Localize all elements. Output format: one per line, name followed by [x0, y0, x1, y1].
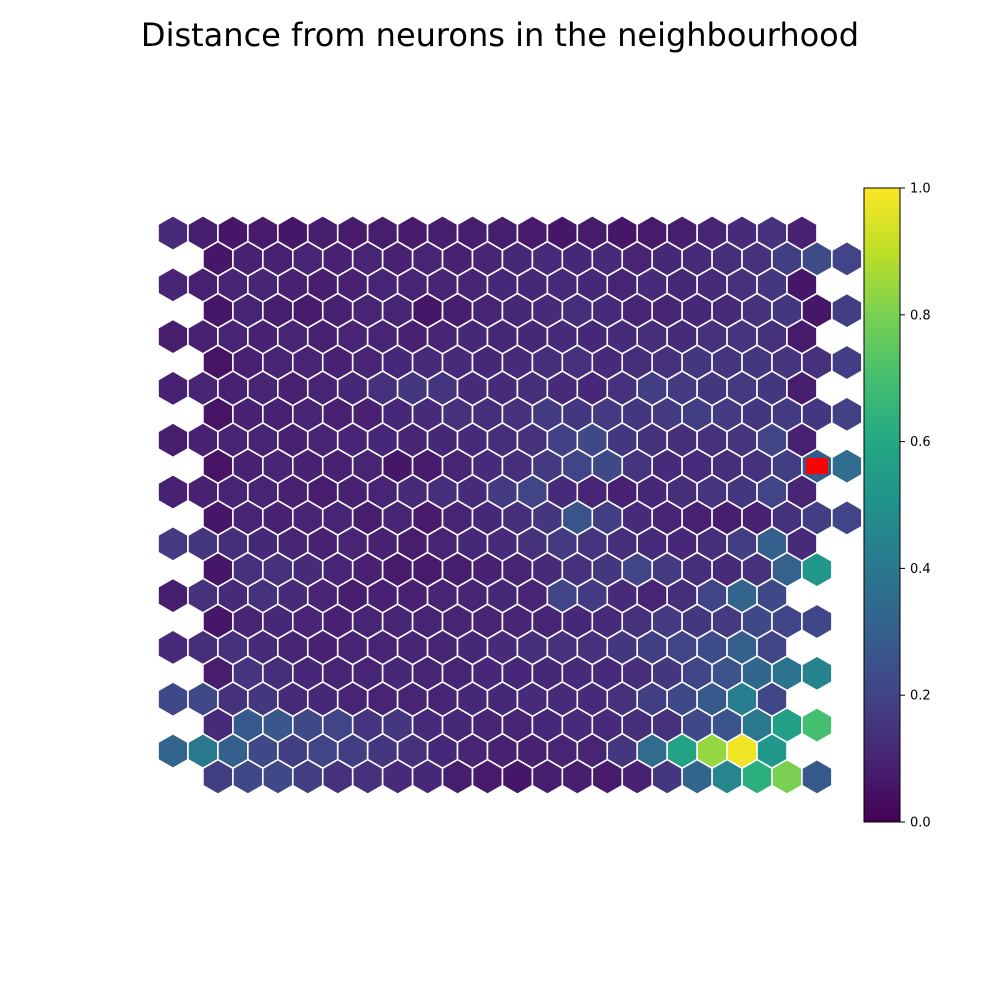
- hex-cell: [831, 240, 863, 278]
- hex-cell: [291, 758, 324, 796]
- hex-cell: [157, 266, 189, 304]
- hex-grid: [157, 214, 863, 796]
- hex-cell: [801, 551, 833, 588]
- hex-cell: [711, 758, 743, 796]
- hex-cell: [157, 525, 189, 563]
- colorbar-tick-label: 0.4: [910, 562, 931, 577]
- hex-cell: [681, 758, 713, 796]
- colorbar-tick-label: 0.8: [910, 308, 931, 323]
- hex-cell: [531, 758, 564, 796]
- hex-cell: [157, 732, 189, 770]
- hex-cell: [591, 758, 624, 796]
- hex-cell: [232, 758, 264, 796]
- hex-cell: [621, 758, 654, 796]
- hex-cell: [351, 758, 384, 796]
- chart-title: Distance from neurons in the neighbourho…: [141, 16, 859, 54]
- hex-cell: [801, 706, 833, 744]
- hex-cell: [501, 758, 534, 796]
- hex-cell: [801, 655, 833, 692]
- hex-cell: [831, 396, 863, 433]
- selected-neuron-marker: [805, 458, 828, 475]
- hex-cell: [321, 758, 354, 796]
- hex-cell: [771, 758, 803, 796]
- hex-cell: [381, 758, 414, 796]
- colorbar-tick-label: 1.0: [910, 182, 931, 197]
- hex-cell: [411, 758, 444, 796]
- hex-cell: [262, 758, 294, 796]
- colorbar-gradient: [863, 187, 901, 823]
- hex-cell: [801, 603, 833, 640]
- hex-cell: [202, 758, 234, 796]
- hex-cell: [471, 758, 504, 796]
- hex-cell: [561, 758, 594, 796]
- hex-cell: [157, 473, 189, 511]
- hex-cell: [157, 421, 189, 459]
- colorbar: 0.0 0.2 0.4 0.6 0.8 1.0: [863, 182, 931, 831]
- colorbar-tick-label: 0.0: [910, 816, 931, 831]
- hex-cell: [651, 758, 683, 796]
- hex-cell: [157, 680, 189, 718]
- hex-cell: [441, 758, 474, 796]
- hex-cell: [831, 447, 863, 485]
- colorbar-tick-label: 0.6: [910, 435, 931, 450]
- hex-cell: [157, 370, 189, 407]
- hex-cell: [157, 629, 189, 666]
- hex-cell: [831, 292, 863, 329]
- colorbar-ticks: 0.0 0.2 0.4 0.6 0.8 1.0: [900, 182, 931, 831]
- hex-cell: [157, 577, 189, 614]
- hex-cell: [741, 758, 773, 796]
- hex-cell: [831, 499, 863, 537]
- hex-cell: [801, 758, 833, 796]
- hex-cell: [831, 344, 863, 381]
- colorbar-tick-label: 0.2: [910, 689, 931, 704]
- hex-cell: [157, 214, 189, 252]
- hex-cell: [157, 318, 189, 355]
